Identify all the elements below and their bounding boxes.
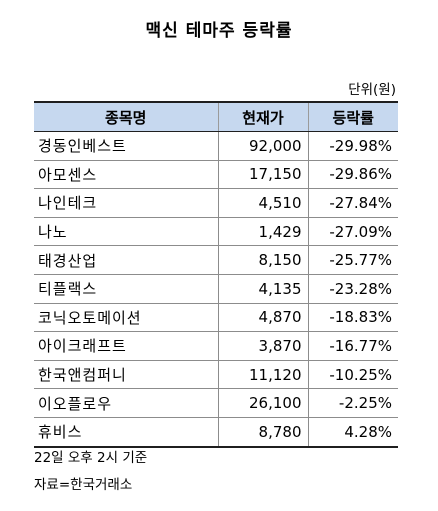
change-cell: -29.86% [307, 160, 398, 190]
change-cell: -10.25% [307, 360, 398, 390]
price-cell: 26,100 [217, 388, 308, 418]
table-row: 나노 1,429 -27.09% [34, 217, 398, 247]
change-cell: -23.28% [307, 274, 398, 304]
price-cell: 4,870 [217, 303, 308, 333]
table-row: 이오플로우 26,100 -2.25% [34, 388, 398, 418]
change-cell: -25.77% [307, 245, 398, 275]
stock-name-cell: 티플랙스 [34, 274, 218, 304]
stock-name-cell: 한국앤컴퍼니 [34, 360, 218, 390]
change-cell: -18.83% [307, 303, 398, 333]
table-header-row: 종목명 현재가 등락률 [34, 101, 398, 132]
price-cell: 92,000 [217, 131, 308, 161]
header-name: 종목명 [34, 101, 218, 132]
stock-name-cell: 태경산업 [34, 245, 218, 275]
stock-name-cell: 휴비스 [34, 417, 218, 448]
price-cell: 11,120 [217, 360, 308, 390]
change-cell: 4.28% [307, 417, 398, 448]
source-note: 자료=한국거래소 [34, 477, 133, 493]
header-change: 등락률 [307, 101, 398, 132]
stock-name-cell: 아이크래프트 [34, 331, 218, 361]
price-cell: 3,870 [217, 331, 308, 361]
unit-label: 단위(원) [348, 82, 396, 98]
change-cell: -29.98% [307, 131, 398, 161]
stock-table: 종목명 현재가 등락률 경동인베스트 92,000 -29.98% 아모센스 17,15… [34, 101, 398, 448]
change-cell: -2.25% [307, 388, 398, 418]
price-cell: 4,135 [217, 274, 308, 304]
table-row: 휴비스 8,780 4.28% [34, 417, 398, 448]
change-cell: -16.77% [307, 331, 398, 361]
stock-name-cell: 이오플로우 [34, 388, 218, 418]
table-row: 태경산업 8,150 -25.77% [34, 245, 398, 275]
price-cell: 8,780 [217, 417, 308, 448]
stock-name-cell: 나인테크 [34, 188, 218, 218]
price-cell: 8,150 [217, 245, 308, 275]
time-note: 22일 오후 2시 기준 [34, 450, 148, 466]
page-title: 맥신 테마주 등락률 [145, 21, 293, 41]
stock-name-cell: 코닉오토메이션 [34, 303, 218, 333]
header-price: 현재가 [217, 101, 308, 132]
table-row: 아이크래프트 3,870 -16.77% [34, 331, 398, 361]
table-row: 아모센스 17,150 -29.86% [34, 160, 398, 190]
table-row: 나인테크 4,510 -27.84% [34, 188, 398, 218]
price-cell: 1,429 [217, 217, 308, 247]
stock-name-cell: 경동인베스트 [34, 131, 218, 161]
table-row: 경동인베스트 92,000 -29.98% [34, 131, 398, 161]
price-cell: 17,150 [217, 160, 308, 190]
price-cell: 4,510 [217, 188, 308, 218]
stock-name-cell: 아모센스 [34, 160, 218, 190]
table-body: 경동인베스트 92,000 -29.98% 아모센스 17,150 -29.86% 나인테크… [34, 131, 398, 448]
table-row: 한국앤컴퍼니 11,120 -10.25% [34, 360, 398, 390]
table-row: 코닉오토메이션 4,870 -18.83% [34, 303, 398, 333]
table-row: 티플랙스 4,135 -23.28% [34, 274, 398, 304]
change-cell: -27.84% [307, 188, 398, 218]
change-cell: -27.09% [307, 217, 398, 247]
stock-name-cell: 나노 [34, 217, 218, 247]
